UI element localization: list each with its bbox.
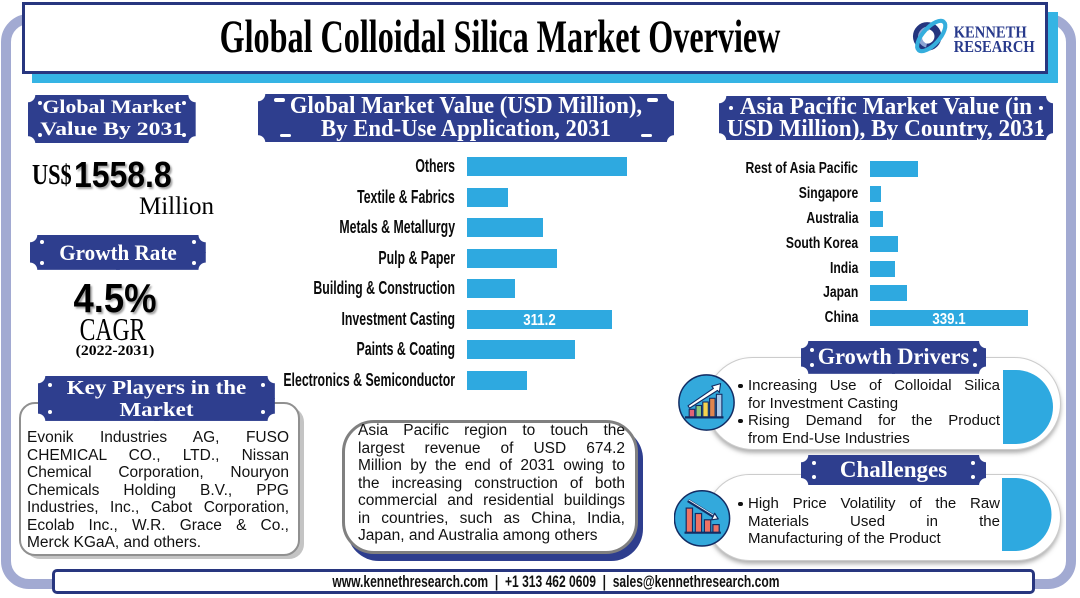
svg-text:RESEARCH: RESEARCH (954, 37, 1035, 56)
svg-text:KENNETH: KENNETH (954, 22, 1027, 41)
